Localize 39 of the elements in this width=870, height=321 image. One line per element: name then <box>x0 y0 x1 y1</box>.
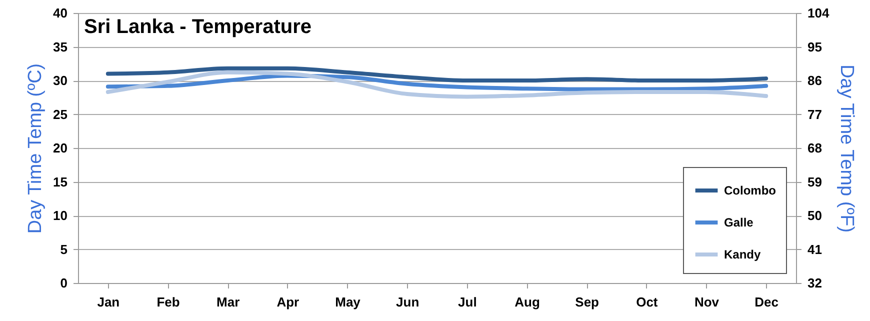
y-tick-label: 20 <box>53 140 68 156</box>
x-tick-label: Sep <box>575 294 600 310</box>
y2-tick-label: 59 <box>808 174 822 190</box>
y-tick-label: 35 <box>53 39 68 54</box>
legend-label: Galle <box>724 216 754 230</box>
y2-axis-title: Day Time Temp (ºF) <box>836 64 858 233</box>
y-tick-label: 15 <box>53 174 68 190</box>
x-tick-label: Jan <box>97 294 120 310</box>
y-tick-label: 25 <box>53 106 68 122</box>
y2-tick-label: 41 <box>808 242 822 257</box>
legend-label: Colombo <box>724 184 776 198</box>
y-tick-label: 40 <box>53 6 68 20</box>
y-tick-label: 10 <box>53 208 68 223</box>
y2-tick-label: 50 <box>808 208 822 223</box>
x-tick-label: Jul <box>458 294 477 310</box>
y2-tick-label: 77 <box>808 106 822 122</box>
x-tick-label: Apr <box>276 294 300 310</box>
y2-tick-label: 32 <box>808 276 822 290</box>
x-tick-label: Mar <box>216 294 240 310</box>
y2-tick-label: 95 <box>808 39 822 54</box>
x-tick-label: Feb <box>156 294 180 310</box>
y-tick-label: 30 <box>53 73 68 88</box>
y2-tick-label: 68 <box>808 140 822 156</box>
x-tick-label: Oct <box>636 294 658 310</box>
line-series <box>106 74 768 92</box>
x-tick-label: May <box>335 294 362 310</box>
line-series <box>106 70 768 99</box>
x-tick-label: Dec <box>754 294 779 310</box>
y2-tick-label: 86 <box>808 73 822 88</box>
y-tick-label: 0 <box>60 276 68 290</box>
x-tick-label: Nov <box>694 294 720 310</box>
line-series <box>106 66 768 82</box>
legend-label: Kandy <box>724 248 761 262</box>
y-axis-title: Day Time Temp (ºC) <box>25 63 46 234</box>
y2-tick-label: 104 <box>808 6 830 20</box>
x-tick-label: Jun <box>396 294 420 310</box>
chart-title: Sri Lanka - Temperature <box>84 16 312 38</box>
y-tick-label: 5 <box>60 242 68 257</box>
x-tick-label: Aug <box>514 294 540 310</box>
